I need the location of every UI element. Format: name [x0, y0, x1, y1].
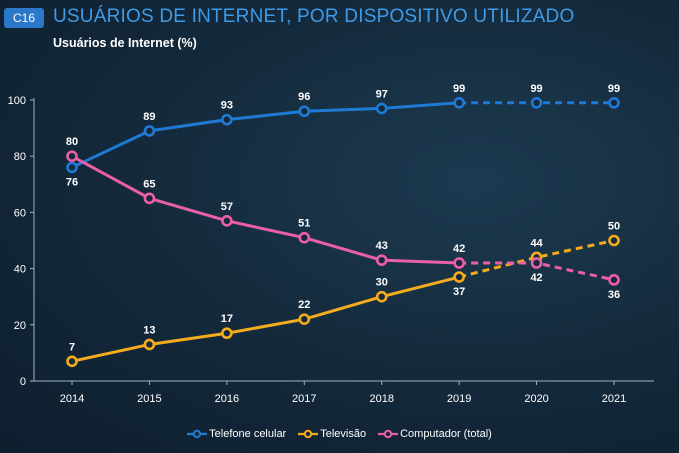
chart-series	[66, 97, 620, 368]
data-point	[530, 97, 543, 109]
data-point	[143, 192, 156, 205]
data-label: 99	[530, 83, 542, 95]
data-point	[608, 234, 620, 247]
data-label: 43	[376, 240, 388, 252]
y-tick-label: 100	[8, 95, 26, 107]
y-tick-label: 20	[14, 320, 26, 332]
x-tick-label: 2020	[524, 393, 548, 405]
y-tick-label: 80	[14, 151, 26, 163]
data-label: 51	[298, 218, 310, 230]
data-label: 57	[221, 201, 233, 213]
data-label: 44	[530, 237, 543, 249]
data-point	[608, 274, 620, 286]
data-label: 99	[608, 83, 620, 95]
x-tick-label: 2015	[137, 393, 161, 405]
legend-swatch-marker	[304, 429, 313, 439]
data-label: 37	[453, 286, 465, 298]
data-point	[143, 125, 156, 137]
data-label: 50	[608, 221, 620, 233]
data-label: 42	[530, 272, 542, 284]
x-tick-label: 2016	[215, 393, 239, 405]
data-point	[298, 231, 311, 244]
data-label: 13	[143, 324, 155, 336]
legend-label: Televisão	[320, 428, 367, 440]
y-tick-label: 40	[14, 264, 26, 276]
legend-swatch-marker	[192, 429, 202, 439]
data-point	[298, 313, 311, 325]
data-label: 36	[608, 289, 620, 301]
legend-item: Computador (total)	[378, 428, 492, 440]
data-point	[375, 102, 388, 115]
data-point	[375, 290, 388, 303]
data-label: 96	[298, 91, 310, 103]
legend-item: Telefone celular	[187, 428, 286, 440]
data-point	[298, 105, 311, 118]
data-point	[66, 355, 78, 368]
data-point	[66, 150, 78, 162]
legend-swatch-icon	[187, 429, 208, 439]
data-point	[221, 113, 233, 126]
series-line-solid	[71, 275, 460, 363]
data-label: 22	[298, 299, 310, 311]
chart-axes: 0 20 40 60 80 100 2014 2015 2016 2017 2018 2019 2020…	[8, 95, 654, 405]
y-tick-label: 0	[20, 376, 26, 388]
data-label: 65	[143, 178, 155, 190]
x-tick-label: 2017	[292, 393, 316, 405]
chart-subtitle: Usuários de Internet (%)	[53, 36, 197, 50]
data-label: 99	[453, 83, 465, 95]
data-point	[453, 271, 465, 283]
series-line-solid	[71, 154, 460, 265]
data-point	[530, 257, 543, 269]
y-tick-label: 60	[14, 207, 26, 219]
x-tick-label: 2018	[369, 393, 393, 405]
data-label: 30	[376, 277, 388, 289]
data-label: 42	[453, 243, 465, 255]
legend-swatch-marker	[383, 429, 393, 439]
x-tick-label: 2014	[60, 393, 84, 405]
series-line-solid	[71, 101, 460, 169]
legend-label: Telefone celular	[209, 428, 287, 440]
legend-label: Computador (total)	[400, 428, 492, 440]
data-point	[453, 257, 465, 269]
chart-title: USUÁRIOS DE INTERNET, POR DISPOSITIVO UT…	[53, 6, 575, 27]
data-point	[375, 254, 388, 266]
data-label: 93	[221, 100, 233, 112]
x-tick-label: 2021	[602, 393, 626, 405]
legend-item: Televisão	[298, 428, 366, 440]
legend-swatch-icon	[298, 429, 319, 439]
chart-legend: Telefone celular Televisão Computador (tot…	[0, 428, 679, 440]
legend-swatch-icon	[378, 429, 399, 439]
data-label: 89	[143, 111, 155, 123]
data-point	[221, 327, 233, 340]
data-label: 80	[66, 136, 78, 148]
data-label: 97	[376, 88, 388, 100]
data-point	[66, 161, 78, 174]
data-label: 7	[69, 341, 75, 353]
data-label: 17	[221, 313, 233, 325]
data-label: 76	[66, 176, 78, 188]
chart-data-labels: 76 89 93 96 97 99 99 99 7 13 17 22 30 37 44 50 80 65 57 51 4…	[66, 83, 620, 354]
data-point	[143, 338, 156, 351]
series-line-dashed	[458, 239, 615, 279]
x-tick-label: 2019	[447, 393, 471, 405]
chart-code-badge: C16	[4, 8, 44, 28]
data-point	[453, 97, 465, 109]
data-point	[221, 215, 233, 227]
data-point	[608, 97, 620, 109]
